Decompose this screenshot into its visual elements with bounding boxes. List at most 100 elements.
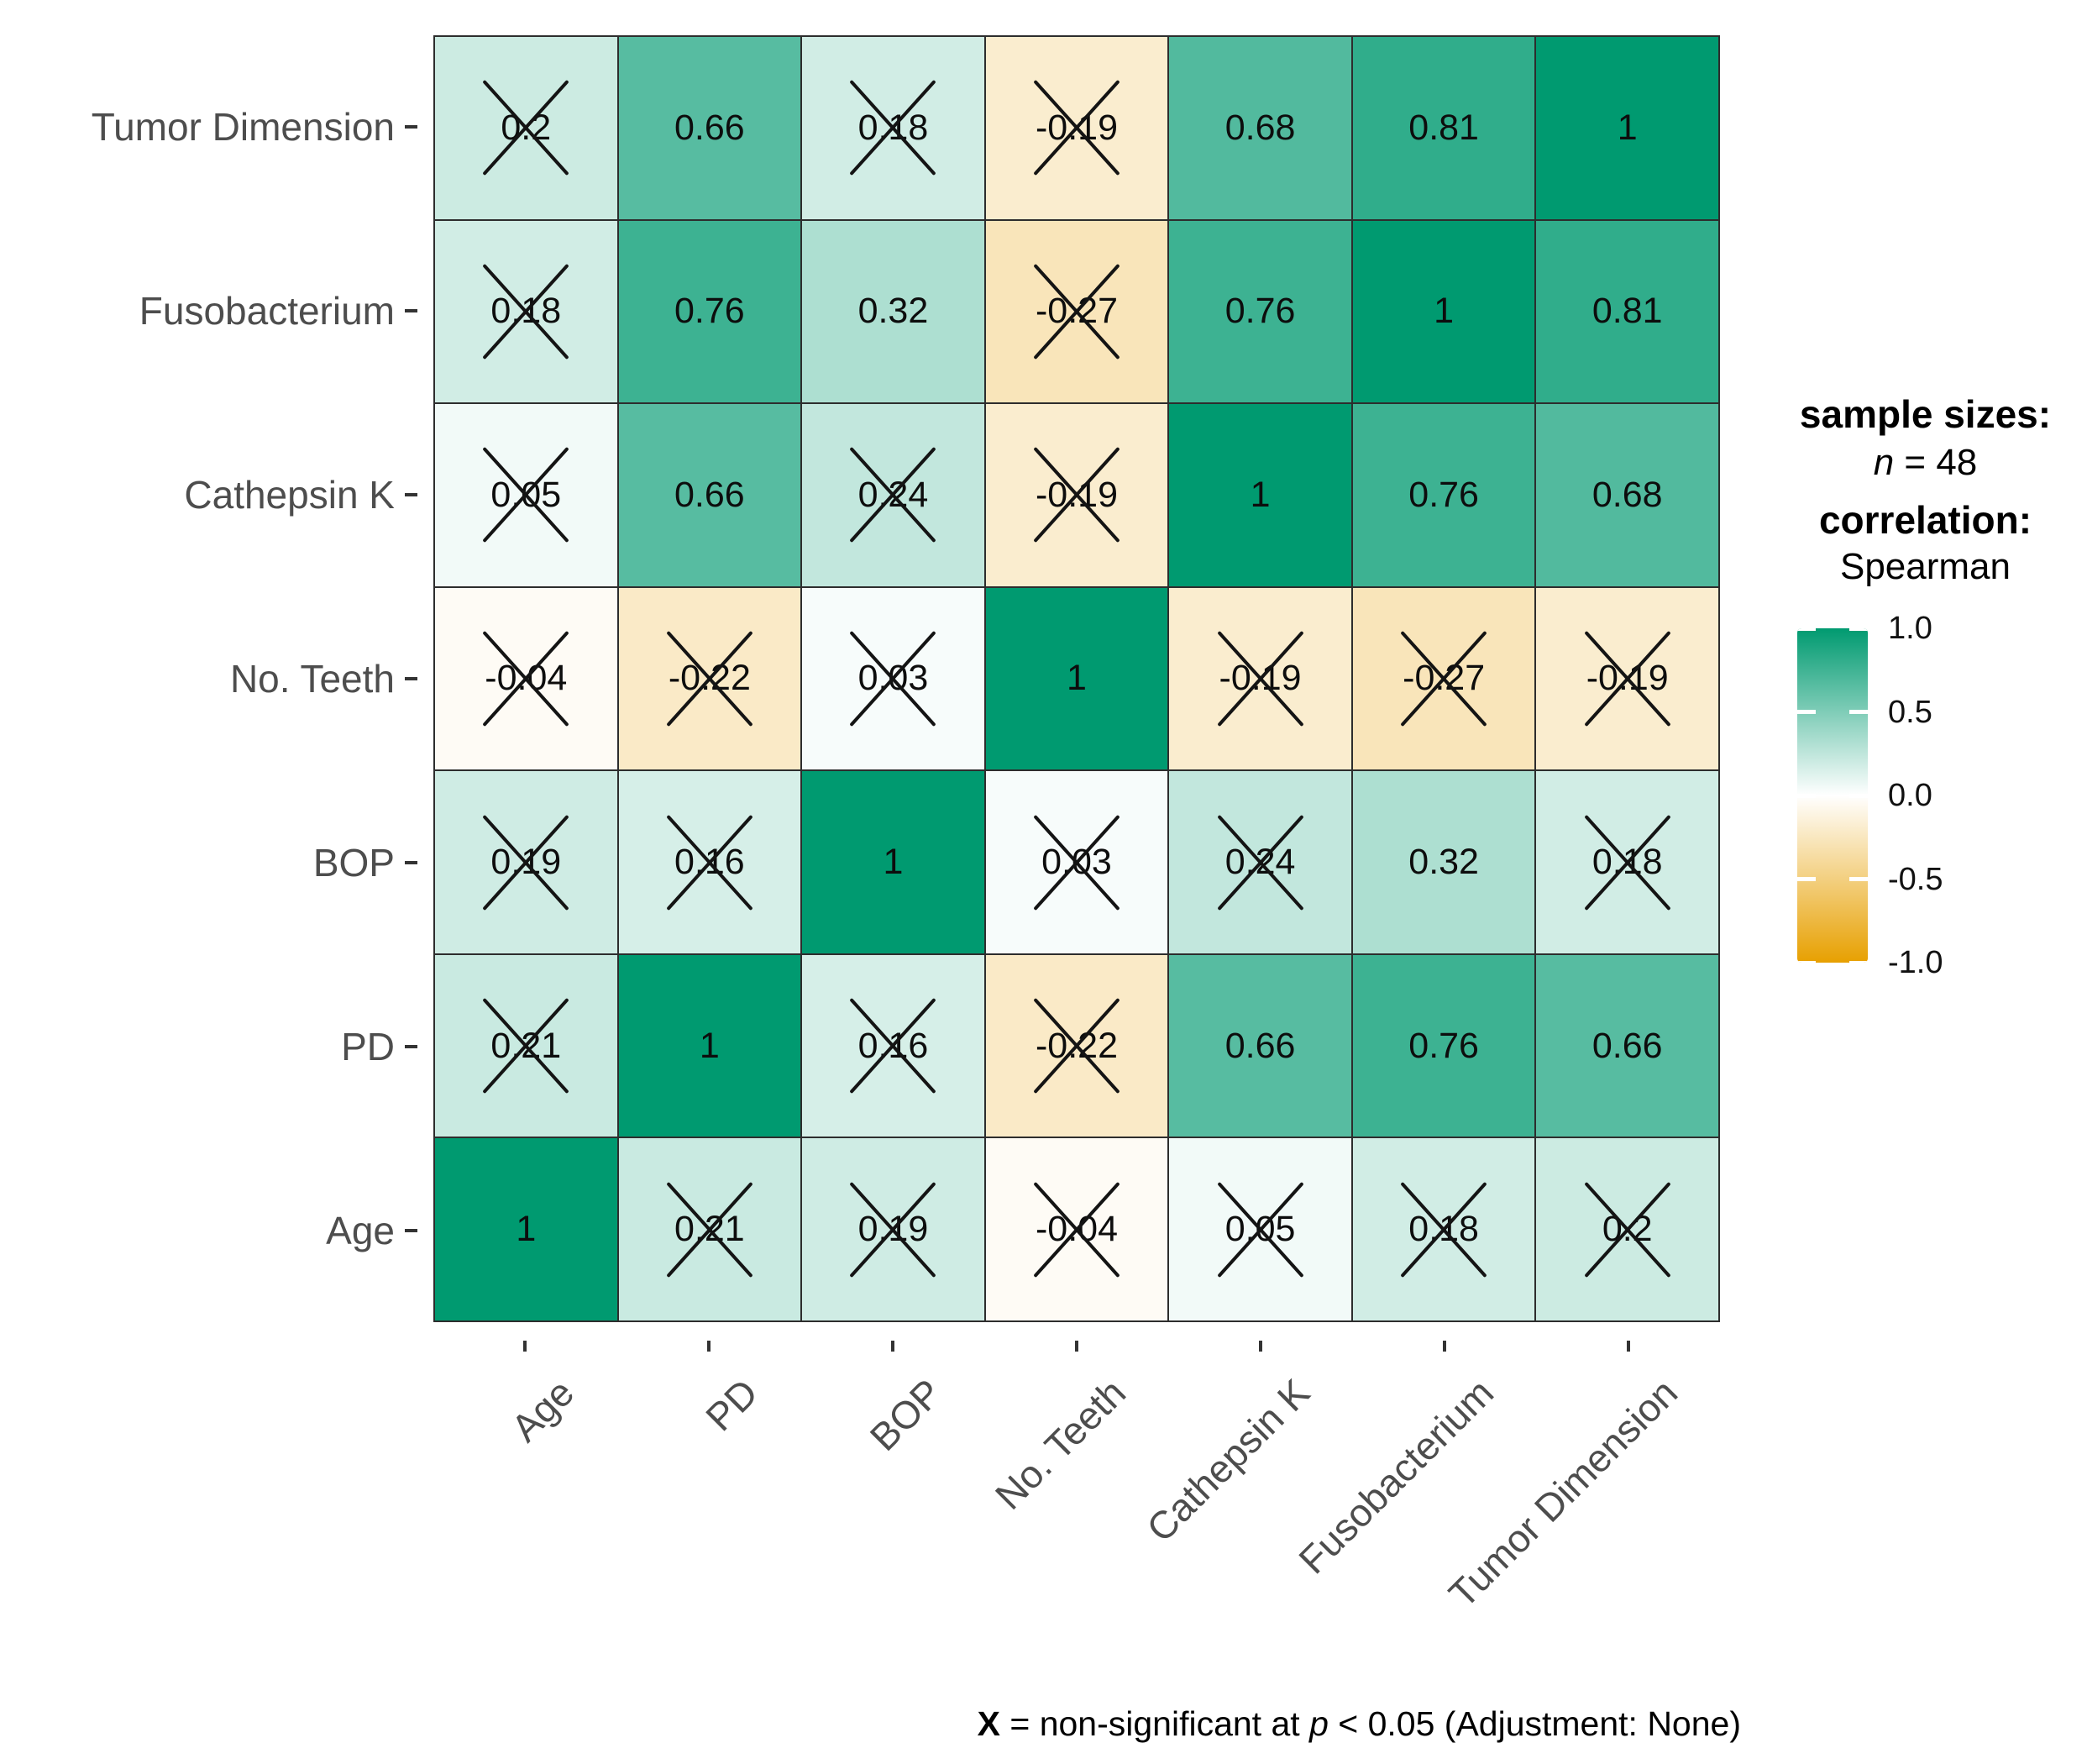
- heatmap-cell: 0.24: [1168, 770, 1352, 954]
- colorbar-tick-notch: [1849, 628, 1868, 631]
- cell-value: 0.81: [1591, 291, 1663, 332]
- heatmap-cell: 0.03: [801, 586, 985, 771]
- cell-value: 1: [516, 1209, 537, 1250]
- colorbar-tick-notch: [1797, 793, 1816, 798]
- heatmap-cell: 0.2: [1535, 1137, 1719, 1321]
- y-axis-tick: [405, 1044, 417, 1048]
- cell-value: 0.76: [1408, 1025, 1479, 1066]
- x-axis-tick: [523, 1341, 527, 1352]
- y-axis-tick: [405, 860, 417, 864]
- y-axis-label: Fusobacterium: [139, 289, 395, 333]
- heatmap-cell: -0.22: [984, 953, 1169, 1138]
- cell-value: 0.66: [674, 474, 745, 515]
- colorbar-tick-notch: [1797, 877, 1816, 881]
- heatmap-cell: -0.19: [1168, 586, 1352, 771]
- heatmap-cell: 1: [1351, 219, 1536, 404]
- heatmap-cell: 0.21: [617, 1137, 802, 1321]
- legend-colorbar: [1797, 628, 1868, 963]
- heatmap-cell: -0.22: [617, 586, 802, 771]
- y-axis-label: PD: [341, 1024, 395, 1068]
- colorbar-tick-label: 1.0: [1888, 611, 1932, 646]
- cell-value: 0.32: [1408, 842, 1479, 883]
- heatmap-cell: 0.18: [1351, 1137, 1536, 1321]
- x-axis-tick: [1075, 1341, 1078, 1352]
- y-axis-label: Cathepsin K: [184, 473, 395, 517]
- heatmap-cell: 0.03: [984, 770, 1169, 954]
- colorbar-tick-notch: [1849, 710, 1868, 714]
- colorbar-tick-label: -0.5: [1888, 861, 1943, 897]
- heatmap-cell: 1: [1168, 403, 1352, 587]
- cell-value: 0.32: [857, 291, 929, 332]
- heatmap-cell: 0.32: [1351, 770, 1536, 954]
- cell-value: 1: [1250, 474, 1271, 515]
- heatmap-cell: 0.16: [801, 953, 985, 1138]
- heatmap-cell: -0.04: [984, 1137, 1169, 1321]
- cell-value: 0.66: [674, 107, 745, 148]
- x-axis-tick: [1626, 1341, 1630, 1352]
- heatmap-cell: 0.68: [1535, 403, 1719, 587]
- cell-value: 0.76: [1408, 474, 1479, 515]
- colorbar-tick-notch: [1797, 628, 1816, 631]
- cell-value: 1: [699, 1025, 720, 1066]
- heatmap-cell: 0.18: [801, 36, 985, 220]
- colorbar-tick-label: 0.0: [1888, 778, 1932, 813]
- heatmap-cell: 0.18: [434, 219, 618, 404]
- colorbar-tick-notch: [1797, 710, 1816, 714]
- cell-value: 0.76: [674, 291, 745, 332]
- x-axis-tick: [891, 1341, 895, 1352]
- cell-value: 0.66: [1224, 1025, 1296, 1066]
- heatmap-cell: 0.24: [801, 403, 985, 587]
- y-axis-tick: [405, 677, 417, 680]
- cell-value: 0.76: [1224, 291, 1296, 332]
- heatmap-cell: 0.66: [617, 403, 802, 587]
- y-axis-tick: [405, 125, 417, 129]
- heatmap-cell: 1: [801, 770, 985, 954]
- heatmap-cell: -0.04: [434, 586, 618, 771]
- cell-value: 1: [1067, 658, 1087, 699]
- colorbar-tick-notch: [1849, 793, 1868, 798]
- legend-sample-sizes-title: sample sizes:: [1799, 392, 2052, 436]
- cell-value: 1: [1434, 291, 1455, 332]
- heatmap-cell: -0.19: [984, 403, 1169, 587]
- x-axis-tick: [1258, 1341, 1262, 1352]
- caption: X = non-significant at p < 0.05 (Adjustm…: [977, 1704, 1741, 1743]
- heatmap-cell: 0.05: [1168, 1137, 1352, 1321]
- y-axis-tick: [405, 493, 417, 497]
- heatmap-cell: -0.27: [984, 219, 1169, 404]
- heatmap-cell: -0.19: [1535, 586, 1719, 771]
- y-axis-label: BOP: [312, 840, 395, 885]
- heatmap-cell: 0.32: [801, 219, 985, 404]
- heatmap-cell: 0.66: [617, 36, 802, 220]
- cell-value: 0.68: [1591, 474, 1663, 515]
- x-axis-tick: [707, 1341, 711, 1352]
- cell-value: 1: [1617, 107, 1638, 148]
- heatmap-cell: 1: [1535, 36, 1719, 220]
- cell-value: 0.81: [1408, 107, 1479, 148]
- heatmap-cell: 0.76: [1351, 953, 1536, 1138]
- heatmap-cell: 1: [617, 953, 802, 1138]
- heatmap-grid: 0.20.660.18-0.190.680.8110.180.760.32-0.…: [433, 35, 1720, 1322]
- heatmap-cell: -0.27: [1351, 586, 1536, 771]
- y-axis-tick: [405, 309, 417, 313]
- heatmap-cell: 1: [984, 586, 1169, 771]
- heatmap-cell: 0.2: [434, 36, 618, 220]
- legend-correlation-title: correlation:: [1818, 498, 2032, 542]
- colorbar-tick-notch: [1849, 877, 1868, 881]
- heatmap-cell: 0.76: [1168, 219, 1352, 404]
- heatmap-cell: 0.81: [1535, 219, 1719, 404]
- heatmap-cell: 1: [434, 1137, 618, 1321]
- heatmap-cell: -0.19: [984, 36, 1169, 220]
- colorbar-tick-label: 0.5: [1888, 694, 1932, 730]
- heatmap-cell: 0.76: [617, 219, 802, 404]
- y-axis-tick: [405, 1228, 417, 1232]
- colorbar-tick-notch: [1849, 960, 1868, 963]
- heatmap-cell: 0.18: [1535, 770, 1719, 954]
- colorbar-tick-notch: [1797, 960, 1816, 963]
- cell-value: 0.68: [1224, 107, 1296, 148]
- legend-sample-size-value: n = 48: [1873, 442, 1978, 483]
- x-axis-tick: [1442, 1341, 1446, 1352]
- heatmap-cell: 0.19: [801, 1137, 985, 1321]
- heatmap-cell: 0.05: [434, 403, 618, 587]
- heatmap-cell: 0.16: [617, 770, 802, 954]
